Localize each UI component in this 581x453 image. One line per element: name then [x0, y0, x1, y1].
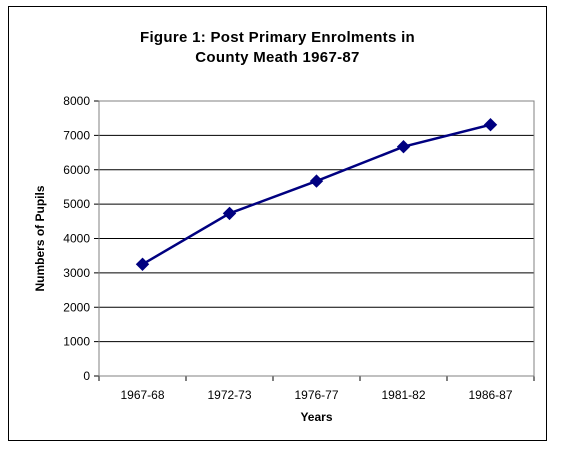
- x-tick-label: 1976-77: [294, 388, 338, 402]
- series-line: [141, 123, 491, 266]
- data-point: [309, 174, 324, 188]
- data-point: [396, 140, 411, 154]
- y-tick-label: 2000: [63, 300, 90, 314]
- series-layer: [135, 118, 498, 271]
- y-tick-label: 0: [83, 369, 90, 383]
- data-point: [135, 257, 150, 271]
- x-tick-label: 1967-68: [120, 388, 164, 402]
- plot-area: [98, 100, 535, 377]
- chart-title: Figure 1: Post Primary Enrolments in: [139, 29, 416, 46]
- y-tick-label: 1000: [63, 335, 90, 349]
- y-tick-labels: 0 1000 2000 3000 4000 5000 6000 7000 8000: [63, 94, 90, 383]
- y-tick-label: 5000: [63, 197, 90, 211]
- y-axis-label: Numbers of Pupils: [33, 185, 47, 291]
- chart-subtitle: County Meath 1967-87: [195, 49, 360, 66]
- y-tick-label: 4000: [63, 232, 90, 246]
- y-tick-label: 8000: [63, 94, 90, 108]
- y-tick-label: 6000: [63, 163, 90, 177]
- x-tick-label: 1981-82: [381, 388, 425, 402]
- x-axis-label: Years: [300, 410, 332, 424]
- y-tick-label: 7000: [63, 128, 90, 142]
- gridlines: [94, 100, 535, 381]
- data-point: [222, 206, 237, 221]
- x-tick-label: 1986-87: [468, 388, 512, 402]
- x-tick-label: 1972-73: [207, 388, 251, 402]
- y-tick-label: 3000: [63, 266, 90, 280]
- chart-frame: Figure 1: Post Primary Enrolments in Cou…: [8, 6, 547, 441]
- data-point: [483, 118, 498, 132]
- x-tick-labels: 1967-68 1972-73 1976-77 1981-82 1986-87: [120, 388, 512, 402]
